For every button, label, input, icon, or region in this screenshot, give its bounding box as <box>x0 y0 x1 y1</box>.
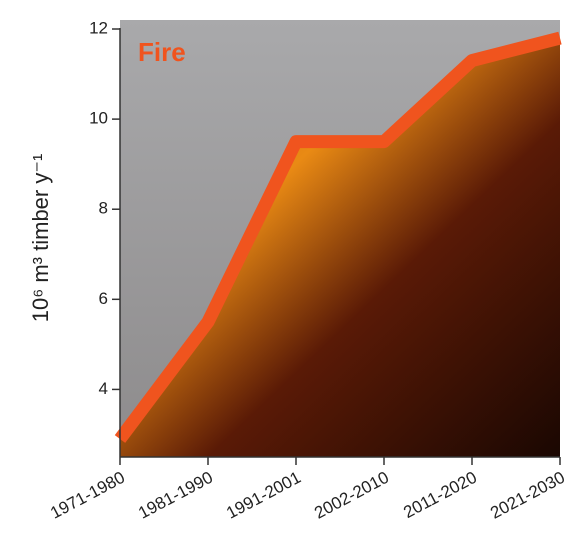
x-tick-label: 1981-1990 <box>135 468 216 523</box>
x-tick-label: 1991-2001 <box>223 468 304 523</box>
x-tick-label: 2011-2020 <box>400 468 480 522</box>
y-tick-label: 12 <box>89 18 108 37</box>
x-tick-label: 1971-1980 <box>47 468 128 523</box>
x-tick-label: 2021-2030 <box>487 468 564 523</box>
annotation: Fire <box>138 37 186 67</box>
x-tick-label: 2002-2010 <box>311 468 392 523</box>
fire-area <box>120 38 560 457</box>
series-line <box>114 31 562 443</box>
y-tick-label: 10 <box>89 109 108 128</box>
y-tick-label: 8 <box>99 199 108 218</box>
y-tick-label: 4 <box>99 379 108 398</box>
y-axis-label: 10⁶ m³ timber y⁻¹ <box>28 154 53 323</box>
y-tick-label: 6 <box>99 289 108 308</box>
